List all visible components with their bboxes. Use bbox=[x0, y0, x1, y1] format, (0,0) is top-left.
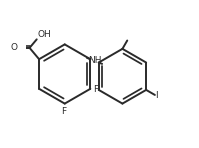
Text: I: I bbox=[155, 91, 158, 100]
Text: F: F bbox=[61, 107, 66, 116]
Text: OH: OH bbox=[37, 30, 51, 39]
Text: O: O bbox=[11, 43, 18, 52]
Text: F: F bbox=[94, 85, 99, 94]
Text: NH: NH bbox=[88, 56, 101, 65]
